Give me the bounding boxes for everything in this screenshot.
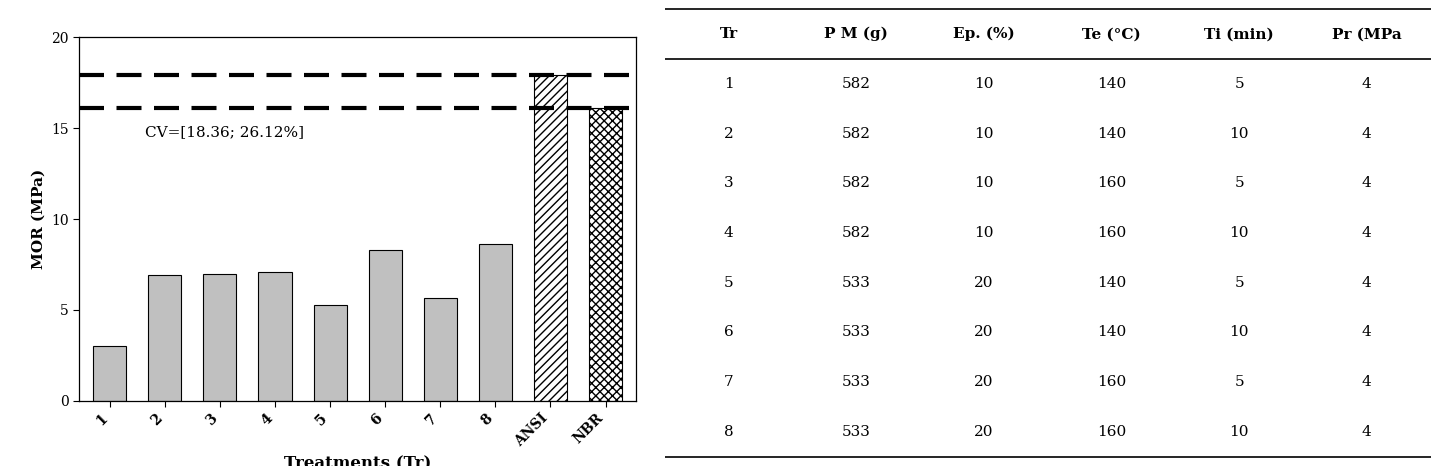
Bar (204, 274, 237, 401)
Bar (368, 250, 402, 401)
Bar (478, 245, 512, 401)
Text: CV=[18.36; 26.12%]: CV=[18.36; 26.12%] (144, 125, 303, 139)
Bar (149, 275, 182, 401)
Bar (259, 272, 292, 401)
Bar (94, 346, 126, 401)
Bar (314, 305, 347, 401)
Y-axis label: MOR (MPa): MOR (MPa) (32, 169, 46, 269)
Bar (533, 75, 566, 401)
Bar (590, 108, 621, 401)
X-axis label: Treatments (Tr): Treatments (Tr) (285, 455, 431, 466)
Bar (423, 298, 457, 401)
